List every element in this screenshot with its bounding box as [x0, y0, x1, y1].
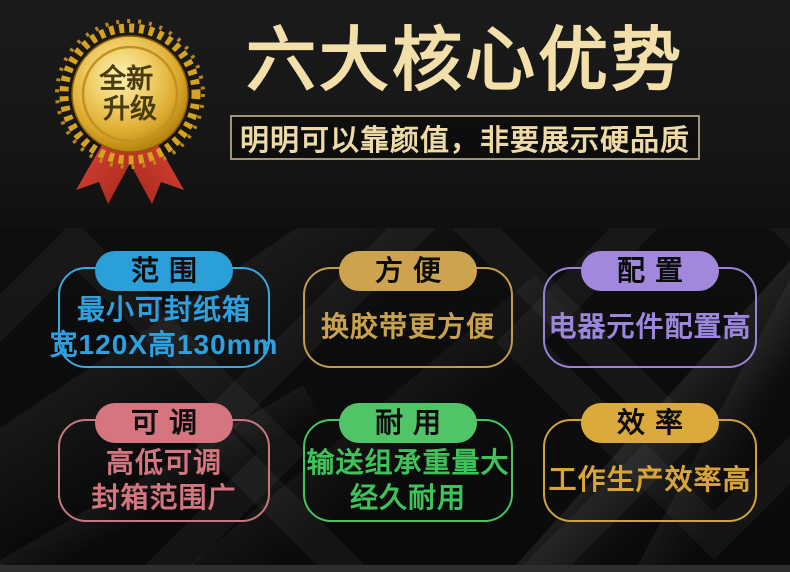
card-text-line: 换胶带更方便: [320, 311, 495, 342]
advantage-card-configuration: 配置 电器元件配置高: [543, 251, 757, 368]
card-label-pill: 配置: [580, 251, 720, 291]
medal-face: [71, 35, 189, 153]
page-title: 六大核心优势: [246, 21, 684, 99]
medal-svg: 全新 升级: [55, 19, 205, 204]
card-label-pill: 效率: [580, 403, 720, 443]
card-label: 范围: [130, 255, 208, 286]
card-text-line: 封箱范围广: [91, 481, 237, 513]
card-label-pill: 范围: [94, 251, 234, 291]
card-text-line: 最小可封纸箱: [76, 293, 251, 325]
laurel-wreath-outer: [55, 19, 205, 169]
card-label-pill: 方便: [338, 251, 478, 291]
laurel-wreath: [59, 23, 201, 165]
medal-inner-ring: [81, 45, 179, 143]
card-label: 可调: [130, 407, 208, 438]
card-label: 耐用: [374, 407, 452, 438]
new-upgrade-medal-icon: 全新 升级: [50, 8, 210, 204]
card-text-line: 宽120X高130mm: [49, 328, 279, 360]
advantage-card-range: 范围 最小可封纸箱 宽120X高130mm: [50, 251, 277, 368]
card-text-line: 经久耐用: [349, 481, 466, 513]
card-label: 配置: [616, 255, 694, 286]
card-text-line: 输送组承重量大: [306, 446, 510, 478]
card-text-line: 高低可调: [105, 446, 222, 478]
card-text-line: 工作生产效率高: [548, 464, 752, 495]
card-label: 效率: [616, 407, 694, 438]
card-text-line: 电器元件配置高: [548, 311, 752, 342]
card-label-pill: 耐用: [338, 403, 478, 443]
advantage-card-durable: 耐用 输送组承重量大 经久耐用: [303, 403, 513, 522]
advantage-card-adjustable: 可调 高低可调 封箱范围广: [58, 403, 270, 522]
advantage-card-convenient: 方便 换胶带更方便: [303, 251, 513, 368]
subtitle-box: 明明可以靠颜值，非要展示硬品质: [230, 115, 700, 160]
medal-text-line2: 升级: [103, 93, 157, 124]
medal-text-line1: 全新: [98, 63, 153, 94]
bottom-divider-strip: [0, 565, 790, 572]
subtitle-text: 明明可以靠颜值，非要展示硬品质: [239, 124, 690, 157]
advantage-card-efficiency: 效率 工作生产效率高: [543, 403, 757, 522]
card-label-pill: 可调: [94, 403, 234, 443]
card-label: 方便: [374, 255, 452, 286]
medal-text: 全新 升级: [98, 63, 161, 124]
